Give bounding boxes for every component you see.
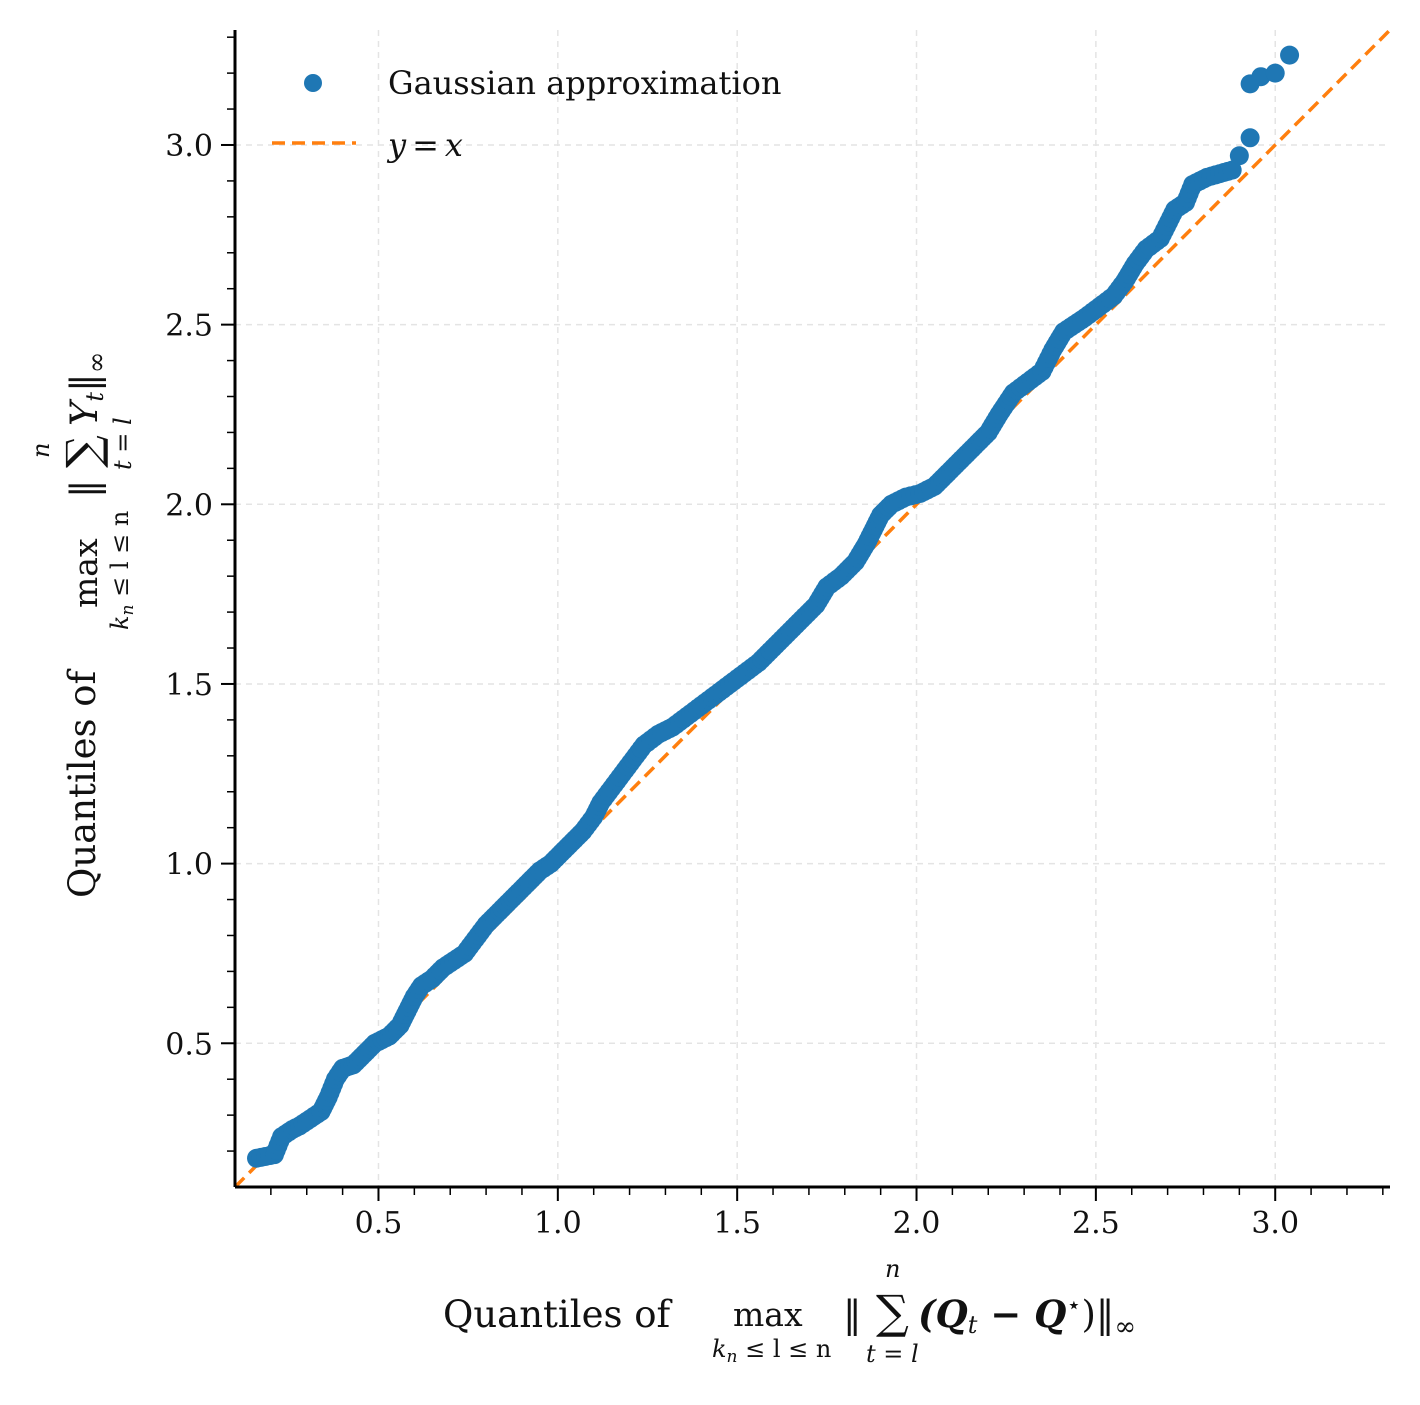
reference-line-y-equals-x [233,28,1392,1189]
ticks: 0.5 1.0 1.5 2.0 2.5 3.0 0.5 1.0 1.5 2.0 2.5 3.0 [165,36,1384,1241]
y-label-prefix: Quantiles of [61,668,104,898]
x-label-max-sub: kn ≤ l ≤ n [712,1335,831,1367]
data-point-342 [1251,67,1271,87]
x-label-sum-top: n [885,1255,900,1283]
y-label-body-sub: t [81,392,109,402]
y-tick-label-0: 0.5 [165,1027,213,1062]
y-label-body: Yt‖∞ [63,352,112,426]
x-tick-label-4: 2.5 [1072,1206,1120,1241]
x-label-sum: ∑ [876,1285,909,1339]
y-label-max: max [66,538,105,608]
y-label-norm-sub: ∞ [82,352,112,374]
y-label-body-close: ‖ [63,373,106,392]
x-label-norm-open: ‖ [843,1293,862,1336]
x-axis-label: Quantiles of max kn ≤ l ≤ n ‖ ∑ n t = l … [443,1255,1136,1368]
data-point-338 [1222,160,1242,180]
x-label-max-sub-k: k [712,1335,727,1363]
y-label-max-sub-n: n [118,605,138,616]
legend-marker-gaussian [304,74,322,92]
y-label-max-sub-rest: ≤ l ≤ n [106,511,134,605]
legend-yx-left: y [386,126,407,164]
x-label-max-sub-n: n [727,1347,738,1367]
legend-yx-right: x [445,126,463,164]
y-tick-label-3: 2.0 [165,488,213,523]
grid [235,30,1390,1187]
legend-label-gaussian: Gaussian approximation [388,64,781,102]
x-tick-label-0: 0.5 [355,1206,403,1241]
y-label-max-sub: kn ≤ l ≤ n [106,511,138,630]
x-tick-label-5: 3.0 [1251,1206,1299,1241]
x-label-max-sub-rest: ≤ l ≤ n [738,1335,832,1363]
x-label-prefix: Quantiles of [443,1293,673,1336]
legend-yx-eq: = [412,126,439,164]
y-label-sum-bottom: t = l [109,417,137,470]
reference-line-group [233,28,1392,1189]
y-tick-label-4: 2.5 [165,309,213,344]
y-label-body-open: Y [63,398,106,426]
y-label-max-sub-k: k [106,615,134,630]
x-label-body-sub: t [968,1311,978,1339]
y-label-sum: ∑ [56,435,110,468]
data-point-339 [1229,146,1249,166]
axes [233,30,1390,1189]
x-label-sum-bottom: t = l [866,1340,919,1368]
y-label-norm-open: ‖ [63,480,106,499]
x-label-body-close: )‖ [1081,1293,1114,1336]
scatter-points-group [247,45,1300,1168]
x-label-norm-sub: ∞ [1114,1312,1136,1342]
y-tick-label-2: 1.5 [165,668,213,703]
y-axis-label: Quantiles of max kn ≤ l ≤ n ‖ ∑ n t = l … [27,352,138,898]
legend-label-yx: y = x [386,126,463,164]
data-point-340 [1240,128,1260,148]
y-tick-label-1: 1.0 [165,848,213,883]
data-point-344 [1280,45,1300,65]
x-tick-label-1: 1.0 [534,1206,582,1241]
x-label-body-open: (Q [918,1292,968,1336]
x-label-body-mid: − Q [977,1292,1066,1336]
legend: Gaussian approximation y = x [272,64,781,164]
x-label-body-sup: ⋆ [1066,1291,1081,1319]
x-label-body: (Qt − Q⋆)‖∞ [918,1291,1136,1342]
y-tick-label-5: 3.0 [165,129,213,164]
x-tick-label-2: 1.5 [713,1206,761,1241]
x-tick-label-3: 2.0 [893,1206,941,1241]
y-label-sum-top: n [27,443,55,458]
x-label-max: max [733,1295,803,1334]
data-point-343 [1265,63,1285,83]
